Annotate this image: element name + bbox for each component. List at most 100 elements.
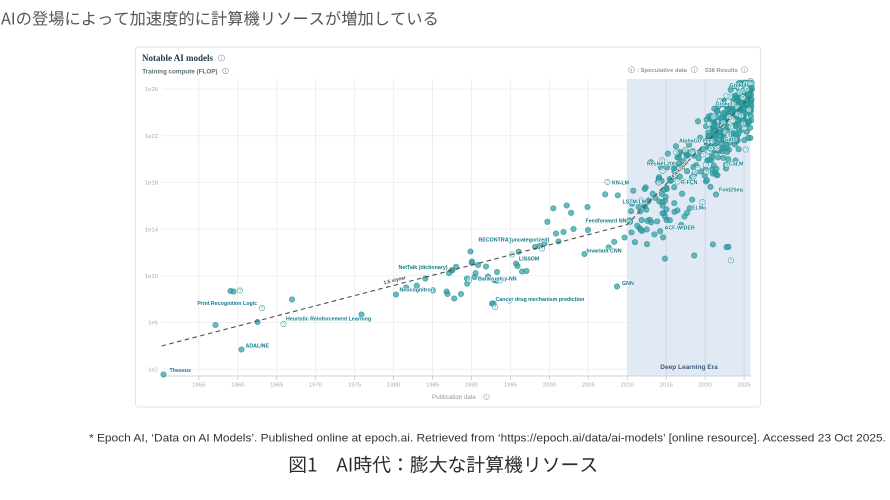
svg-text:?: ? [728, 132, 731, 137]
svg-text:?: ? [499, 278, 502, 283]
svg-text:?: ? [728, 133, 731, 138]
svg-text:1955: 1955 [192, 383, 206, 389]
svg-text:?: ? [708, 149, 711, 154]
svg-text:Neocognitron: Neocognitron [400, 288, 434, 294]
svg-text:?: ? [738, 85, 741, 90]
svg-text:?: ? [640, 198, 643, 203]
svg-text:: Speculative data: : Speculative data [637, 68, 688, 74]
svg-text:?: ? [736, 105, 739, 110]
svg-text:?: ? [724, 130, 727, 135]
svg-text:Fold2Seq: Fold2Seq [719, 188, 743, 194]
svg-text:LSTM-LM: LSTM-LM [623, 200, 647, 206]
svg-text:1970: 1970 [309, 383, 323, 389]
svg-text:?: ? [676, 179, 679, 184]
svg-text:?: ? [718, 99, 721, 104]
svg-text:1e26: 1e26 [145, 87, 159, 93]
svg-text:?: ? [745, 147, 748, 152]
svg-text:?: ? [746, 87, 749, 92]
svg-text:?: ? [711, 139, 714, 144]
svg-text:Publication date: Publication date [432, 394, 477, 401]
svg-text:?: ? [726, 163, 729, 168]
svg-text:GNN: GNN [622, 281, 634, 287]
svg-text:?: ? [684, 148, 687, 153]
svg-text:?: ? [750, 81, 753, 86]
svg-text:1e14: 1e14 [145, 227, 159, 233]
svg-text:?: ? [705, 163, 708, 168]
svg-text:Deep Learning Era: Deep Learning Era [660, 364, 718, 371]
svg-text:Gato: Gato [725, 137, 738, 143]
svg-text:?: ? [683, 179, 686, 184]
svg-text:1990: 1990 [465, 383, 479, 389]
svg-text:?: ? [744, 81, 747, 86]
svg-text:?: ? [750, 81, 753, 86]
svg-text:?: ? [282, 322, 285, 327]
svg-text:?: ? [702, 152, 705, 157]
svg-text:1980: 1980 [387, 383, 401, 389]
svg-text:1e18: 1e18 [145, 181, 159, 187]
svg-text:538 Results: 538 Results [705, 68, 738, 74]
svg-text:LISSOM: LISSOM [519, 257, 540, 263]
svg-text:?: ? [736, 112, 739, 117]
svg-text:R-FCN: R-FCN [681, 180, 698, 186]
svg-text:Grok 3: Grok 3 [716, 102, 733, 108]
svg-text:?: ? [675, 150, 678, 155]
svg-text:1965: 1965 [270, 383, 284, 389]
svg-text:?: ? [728, 115, 731, 120]
svg-text:2015: 2015 [660, 383, 674, 389]
svg-text:?: ? [239, 288, 242, 293]
svg-text:?: ? [732, 102, 735, 107]
svg-text:?: ? [722, 120, 725, 125]
svg-text:Notable AI models: Notable AI models [142, 53, 214, 63]
svg-text:ACF-WIDER: ACF-WIDER [665, 226, 695, 232]
svg-text:?: ? [630, 68, 633, 73]
svg-text:?: ? [725, 93, 728, 98]
svg-text:2005: 2005 [582, 383, 596, 389]
svg-text:Feedforward NN: Feedforward NN [586, 219, 627, 225]
svg-text:?: ? [509, 238, 512, 243]
svg-text:Grok 4: Grok 4 [730, 83, 747, 89]
svg-text:AlphaGo Lee: AlphaGo Lee [679, 139, 712, 145]
svg-text:1995: 1995 [504, 383, 518, 389]
svg-text:NetTalk (dictionary): NetTalk (dictionary) [399, 265, 448, 271]
svg-text:?: ? [740, 87, 743, 92]
svg-text:?: ? [729, 94, 732, 99]
svg-text:Bankruptcy-NN: Bankruptcy-NN [478, 277, 517, 283]
svg-text:1960: 1960 [231, 383, 245, 389]
svg-text:1e2: 1e2 [148, 367, 158, 373]
svg-text:ADALINE: ADALINE [246, 343, 270, 349]
svg-text:CaLM: CaLM [729, 162, 744, 168]
svg-text:?: ? [741, 95, 744, 100]
svg-text:Invariant CNN: Invariant CNN [587, 249, 622, 255]
svg-text:2020: 2020 [699, 383, 713, 389]
svg-text:?: ? [701, 200, 704, 205]
svg-text:RECONTRA (uncategorized): RECONTRA (uncategorized) [479, 238, 550, 244]
svg-text:?: ? [658, 180, 661, 185]
svg-text:?: ? [732, 118, 735, 123]
svg-text:?: ? [705, 169, 708, 174]
svg-text:?: ? [692, 174, 695, 179]
svg-text:?: ? [748, 107, 751, 112]
svg-text:Cancer drug mechanism predicti: Cancer drug mechanism prediction [496, 297, 585, 303]
svg-text:?: ? [691, 180, 694, 185]
svg-text:?: ? [541, 246, 544, 251]
svg-text:?: ? [712, 115, 715, 120]
svg-text:?: ? [691, 150, 694, 155]
svg-text:?: ? [730, 258, 733, 263]
svg-text:1e6: 1e6 [148, 321, 159, 327]
svg-text:1e22: 1e22 [145, 134, 158, 140]
svg-text:?: ? [606, 180, 609, 185]
svg-text:Training compute (FLOP): Training compute (FLOP) [142, 68, 217, 75]
svg-text:2010: 2010 [621, 383, 635, 389]
svg-text:Heuristic Reinforcement Learni: Heuristic Reinforcement Learning [286, 317, 371, 323]
svg-text:1975: 1975 [348, 383, 362, 389]
svg-text:?: ? [694, 150, 697, 155]
svg-text:?: ? [740, 113, 743, 118]
svg-text:?: ? [713, 146, 716, 151]
svg-text:1e10: 1e10 [145, 274, 159, 280]
svg-text:?: ? [742, 121, 745, 126]
svg-text:2025: 2025 [738, 383, 752, 389]
svg-text:?: ? [661, 158, 664, 163]
svg-text:?: ? [742, 89, 745, 94]
svg-text:?: ? [743, 126, 746, 131]
svg-text:Print Recognition Logic: Print Recognition Logic [197, 301, 257, 307]
